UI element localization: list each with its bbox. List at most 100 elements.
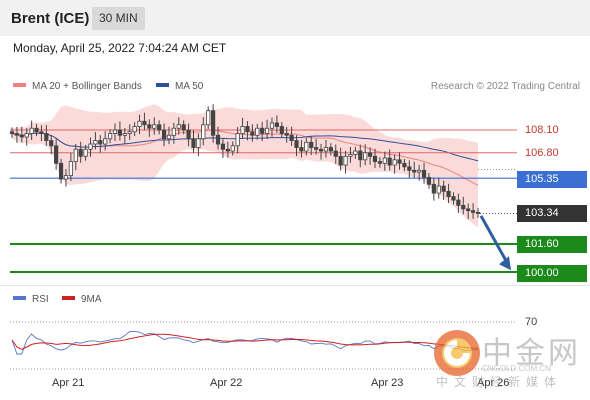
candle [103,131,108,151]
candle [328,143,333,156]
candle-body [358,150,363,161]
candle [255,123,260,140]
candle [235,127,240,154]
candle-body [220,143,226,150]
candle [446,183,451,204]
candle [314,138,319,155]
candle [108,129,113,144]
candle [132,122,137,137]
legend-9ma: 9MA [62,294,102,305]
price-chart[interactable] [0,95,590,285]
candle [206,106,211,130]
candle-body [436,185,441,194]
candle [9,127,15,138]
candle-body [201,124,206,140]
rsi-chart[interactable] [0,310,590,370]
panel-separator [0,285,590,286]
candle-body [166,134,172,140]
x-tick-apr23: Apr 23 [371,377,404,389]
candle [358,144,363,168]
rsi-swatch [13,296,26,301]
timestamp: Monday, April 25, 2022 7:04:24 AM CET [13,41,227,55]
candle-body [206,110,211,126]
level-label-106-80: 106.80 [525,147,559,159]
candle [147,119,152,137]
candle [112,123,118,142]
candle-body [49,140,54,147]
legend-rsi-label: RSI [32,294,49,305]
legend-ma50-label: MA 50 [175,81,204,92]
candle [98,135,103,153]
candle [407,160,412,178]
candle [466,203,471,220]
candle-body [255,127,260,136]
candle [29,120,34,140]
candle [353,146,358,159]
candle [377,157,382,168]
candle [44,124,49,146]
candle-body [461,204,466,210]
candle [436,177,441,199]
candle [240,117,245,139]
candle-body [176,124,181,129]
forecast-arrow-head-icon [499,256,511,271]
candle [475,208,481,218]
candle-body [215,134,221,145]
candle-body [29,127,34,134]
candle-body [417,169,422,173]
rsi-9ma-line [11,333,479,350]
candle-body [328,147,333,152]
candle-body [44,133,49,141]
candle-body [127,131,132,134]
candle [456,193,461,213]
candle-body [117,129,123,136]
level-label-105-35: 105.35 [517,171,587,188]
ma50-swatch [156,83,169,88]
candle [34,123,39,137]
candle [299,139,304,158]
candle-body [142,120,147,126]
candle-body [333,150,338,157]
legend-rsi: RSI [13,294,49,305]
candle-body [250,131,255,136]
candle [83,144,88,161]
candle-body [58,162,64,180]
candle [461,196,466,215]
candle-body [98,140,103,145]
candle-body [353,150,358,155]
candle-body [108,133,113,140]
candle [127,124,132,140]
candle [343,150,348,174]
candle-body [161,129,167,140]
candle-body [309,141,314,148]
candle-body [466,208,471,212]
candle-body [181,124,186,131]
candle-body [211,110,216,136]
candle [49,135,54,155]
candle [421,162,427,184]
candle-body [83,148,88,157]
candle-body [387,157,392,166]
candle [220,138,226,158]
candle [333,144,338,164]
candle-body [397,159,402,164]
candle-body [299,147,304,152]
candle [181,120,186,135]
candle [245,121,250,141]
legend-ma50: MA 50 [156,81,203,92]
candle-body [304,141,309,152]
candle-body [112,129,118,134]
candle [363,144,368,166]
bollinger-band [12,104,478,228]
candle [58,158,64,184]
watermark-brand: 中金网 [482,337,581,370]
candle-body [407,166,412,171]
watermark-url: CNGOLD.COM.CN [482,364,551,373]
candle-body [314,147,319,150]
timeframe-badge[interactable]: 30 MIN [92,7,145,30]
legend-9ma-label: 9MA [81,294,102,305]
candle-body [421,169,427,178]
candle [397,152,402,170]
candle-body [54,145,59,164]
candle-body [446,190,451,198]
